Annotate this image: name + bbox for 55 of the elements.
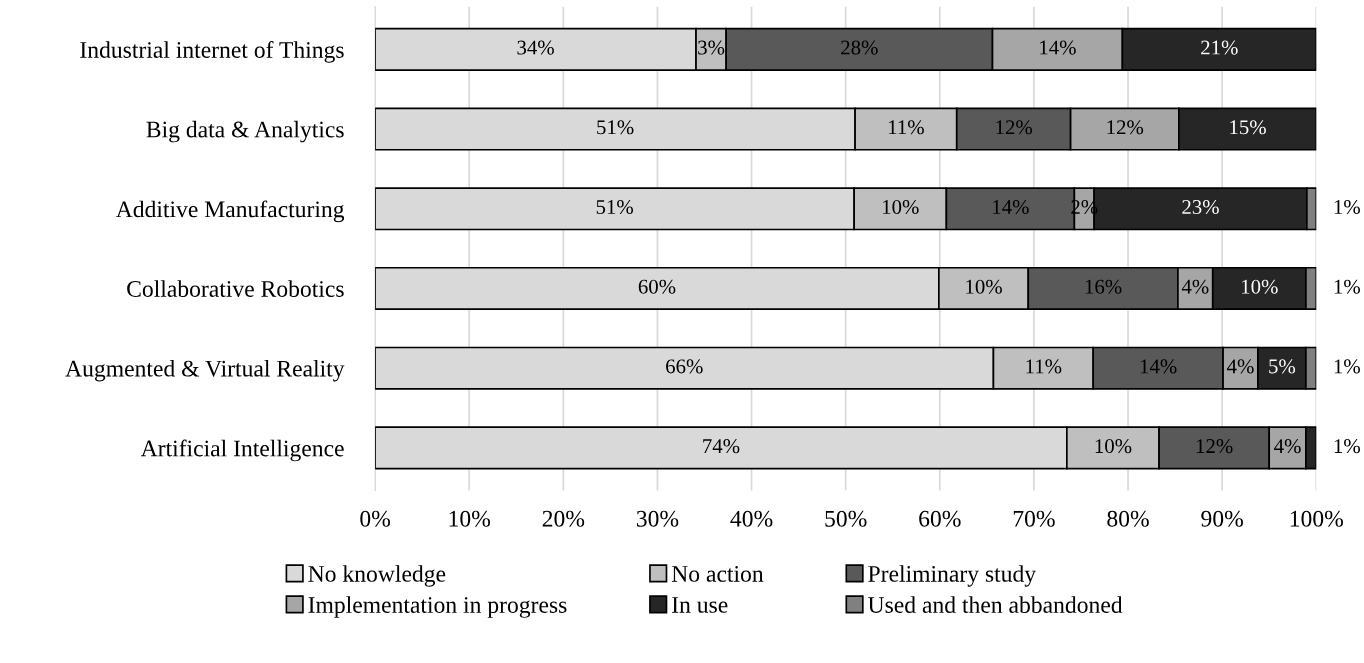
data-label: 15% xyxy=(1230,120,1266,135)
data-label: 34% xyxy=(517,40,554,55)
data-label: 14% xyxy=(1040,40,1076,55)
x-tick-label: 50% xyxy=(825,510,867,527)
data-label: 66% xyxy=(666,359,703,374)
data-label: 4% xyxy=(1227,359,1254,374)
x-tick-label: 30% xyxy=(636,510,679,527)
data-label: 16% xyxy=(1085,279,1122,294)
legend-label: Used and then abbandoned xyxy=(868,596,1123,613)
legend-label: In use xyxy=(672,597,728,613)
y-tick-label: Big data & Analytics xyxy=(146,120,344,143)
data-label: 1% xyxy=(1334,359,1360,374)
data-label: 10% xyxy=(1242,279,1278,294)
x-tick-label: 70% xyxy=(1013,510,1055,527)
y-tick-label: Artificial Intelligence xyxy=(140,439,344,462)
data-label: 12% xyxy=(1107,120,1144,135)
y-tick-label: Augmented & Virtual Reality xyxy=(65,360,345,382)
data-label: 14% xyxy=(1140,359,1177,374)
data-label: 4% xyxy=(1181,279,1209,294)
legend-label: No action xyxy=(671,566,764,582)
data-label: 51% xyxy=(597,120,634,135)
x-tick-label: 20% xyxy=(542,510,585,527)
x-tick-label: 100% xyxy=(1290,510,1343,527)
data-label: 60% xyxy=(638,279,676,294)
x-tick-label: 90% xyxy=(1201,510,1243,527)
data-label: 28% xyxy=(841,40,878,55)
legend-label: Implementation in progress xyxy=(308,596,567,618)
x-tick-label: 40% xyxy=(730,510,773,527)
data-label: 11% xyxy=(1026,359,1062,374)
y-tick-label: Collaborative Robotics xyxy=(127,280,344,297)
data-label: 1% xyxy=(1334,439,1360,454)
data-label: 4% xyxy=(1274,439,1301,454)
legend-label: No knowledge xyxy=(308,565,446,587)
data-label: 21% xyxy=(1201,40,1238,55)
data-label: 12% xyxy=(1196,439,1233,454)
data-label: 14% xyxy=(993,199,1029,215)
data-label: 74% xyxy=(703,439,740,454)
data-label: 12% xyxy=(996,120,1033,135)
x-tick-label: 80% xyxy=(1107,510,1149,527)
data-label: 10% xyxy=(1095,439,1132,454)
data-label: 23% xyxy=(1182,199,1219,215)
data-label: 1% xyxy=(1334,199,1360,215)
data-label: 51% xyxy=(596,199,634,215)
data-label: 11% xyxy=(889,120,924,135)
data-label: 3% xyxy=(698,40,725,55)
x-tick-label: 0% xyxy=(360,510,391,527)
x-tick-label: 60% xyxy=(919,510,961,527)
x-tick-label: 10% xyxy=(449,510,491,527)
legend-label: Preliminary study xyxy=(868,565,1036,587)
data-label: 10% xyxy=(883,199,919,215)
data-label: 5% xyxy=(1269,359,1296,374)
y-tick-label: Additive Manufacturing xyxy=(115,200,345,223)
data-label: 10% xyxy=(966,279,1002,294)
data-label: 1% xyxy=(1334,279,1360,294)
y-tick-label: Industrial internet of Things xyxy=(80,41,344,63)
